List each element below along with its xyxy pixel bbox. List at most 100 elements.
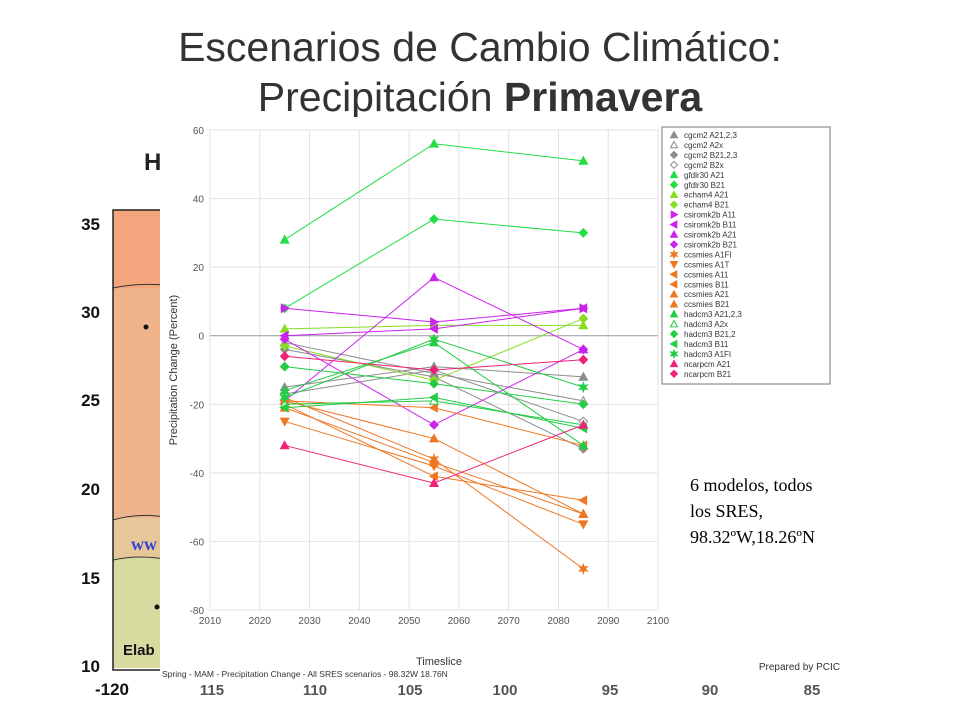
legend-marker <box>669 299 679 308</box>
bottom-tick: 100 <box>492 682 517 699</box>
y-tick-label: -20 <box>190 400 205 411</box>
y-tick-label: -60 <box>190 537 205 548</box>
legend-label: echam4 A21 <box>684 191 729 200</box>
legend-marker <box>669 329 679 339</box>
x-tick-label: 2070 <box>498 616 521 627</box>
legend-marker <box>669 180 679 189</box>
title-line-2: Precipitación Primavera <box>0 72 960 122</box>
data-point <box>279 323 290 333</box>
data-point <box>578 155 589 165</box>
legend-label: csiromk2b A21 <box>684 231 737 240</box>
data-point <box>279 440 290 450</box>
legend-label: ccsmies B21 <box>684 300 730 309</box>
legend-marker <box>669 249 679 260</box>
data-point <box>428 333 440 346</box>
legend-marker <box>669 309 679 318</box>
data-point <box>279 391 290 404</box>
lat-tick-30: 30 <box>81 303 100 322</box>
data-point <box>428 402 438 413</box>
title-line-2-bold: Primavera <box>503 74 703 120</box>
y-tick-label: -80 <box>190 606 205 617</box>
legend-label: gfdlr30 A21 <box>684 171 725 180</box>
data-point <box>430 316 440 328</box>
bottom-tick: 90 <box>702 682 719 699</box>
data-point <box>429 214 439 225</box>
legend-marker <box>669 348 679 360</box>
lat-tick-15: 15 <box>81 569 100 588</box>
data-point <box>578 562 589 575</box>
data-point <box>428 457 440 467</box>
data-point <box>578 399 589 410</box>
data-point <box>429 365 439 375</box>
bottom-partial-ticks: 115 110 105 100 95 90 85 <box>200 682 820 699</box>
legend-marker <box>669 261 679 269</box>
partial-heading: H <box>144 149 161 176</box>
legend-marker <box>669 140 679 149</box>
data-point <box>578 520 589 530</box>
legend-marker <box>669 269 678 279</box>
lon-tick-minus120: -120 <box>95 680 129 699</box>
legend-label: ccsmies B11 <box>684 280 729 289</box>
note-line-2: los SRES, <box>690 501 764 521</box>
data-point <box>429 378 439 389</box>
y-tick-label: 40 <box>193 195 205 206</box>
bottom-tick: 110 <box>303 682 327 699</box>
data-point <box>578 495 588 506</box>
x-tick-label: 2090 <box>597 616 620 627</box>
map-dot <box>143 324 149 330</box>
legend-marker <box>669 369 679 379</box>
legend-marker <box>669 279 678 289</box>
y-tick-label: 0 <box>198 332 204 343</box>
legend-marker <box>669 170 679 179</box>
data-point <box>279 402 289 413</box>
legend-label: hadcm3 A1FI <box>684 350 731 359</box>
legend-label: ccsmies A11 <box>684 270 729 279</box>
x-tick-label: 2040 <box>348 616 371 627</box>
x-tick-label: 2060 <box>448 616 471 627</box>
data-point <box>578 303 588 314</box>
y-tick-label: 20 <box>193 263 205 274</box>
data-point <box>428 323 438 334</box>
legend-marker <box>669 150 679 160</box>
legend-marker <box>669 130 679 139</box>
lat-tick-35: 35 <box>81 215 100 234</box>
data-point <box>428 272 440 282</box>
legend-marker <box>669 359 679 368</box>
data-point <box>279 361 290 372</box>
data-point <box>428 477 440 488</box>
legend-label: hadcm3 A21,2,3 <box>684 310 742 319</box>
legend-label: echam4 B21 <box>684 201 729 210</box>
y-axis-label: Precipitation Change (Percent) <box>168 295 180 445</box>
legend-label: ncarpcm B21 <box>684 370 732 379</box>
data-point <box>578 227 589 238</box>
partial-text-elab: Elab <box>123 642 155 659</box>
legend-marker <box>670 210 679 219</box>
legend-box <box>661 126 831 385</box>
chart-credit: Prepared by PCIC <box>759 662 840 673</box>
data-point <box>428 392 438 403</box>
y-tick-label: 60 <box>193 126 205 137</box>
data-point <box>279 417 290 427</box>
legend-label: ccsmies A21 <box>684 290 729 299</box>
legend-marker <box>669 190 679 198</box>
legend-marker <box>669 229 679 238</box>
bottom-tick: 115 <box>200 682 224 699</box>
data-point <box>279 351 290 362</box>
legend-label: hadcm3 B21,2 <box>684 330 736 339</box>
data-point <box>279 234 290 244</box>
title-line-1: Escenarios de Cambio Climático: <box>178 24 782 70</box>
legend-label: hadcm3 B11 <box>684 340 729 349</box>
map-dot <box>154 604 160 610</box>
x-tick-label: 2100 <box>647 616 670 627</box>
legend-marker <box>669 289 679 298</box>
data-point <box>428 433 440 443</box>
legend-marker <box>669 319 679 328</box>
x-axis-label: Timeslice <box>416 656 462 668</box>
legend-marker <box>669 200 679 209</box>
x-tick-label: 2030 <box>298 616 321 627</box>
x-tick-label: 2020 <box>249 616 272 627</box>
legend-label: csiromk2b B11 <box>684 221 737 230</box>
bottom-tick: 85 <box>804 682 821 699</box>
title-line-2-regular: Precipitación <box>257 74 504 120</box>
slide-title: Escenarios de Cambio Climático: Precipit… <box>0 22 960 122</box>
